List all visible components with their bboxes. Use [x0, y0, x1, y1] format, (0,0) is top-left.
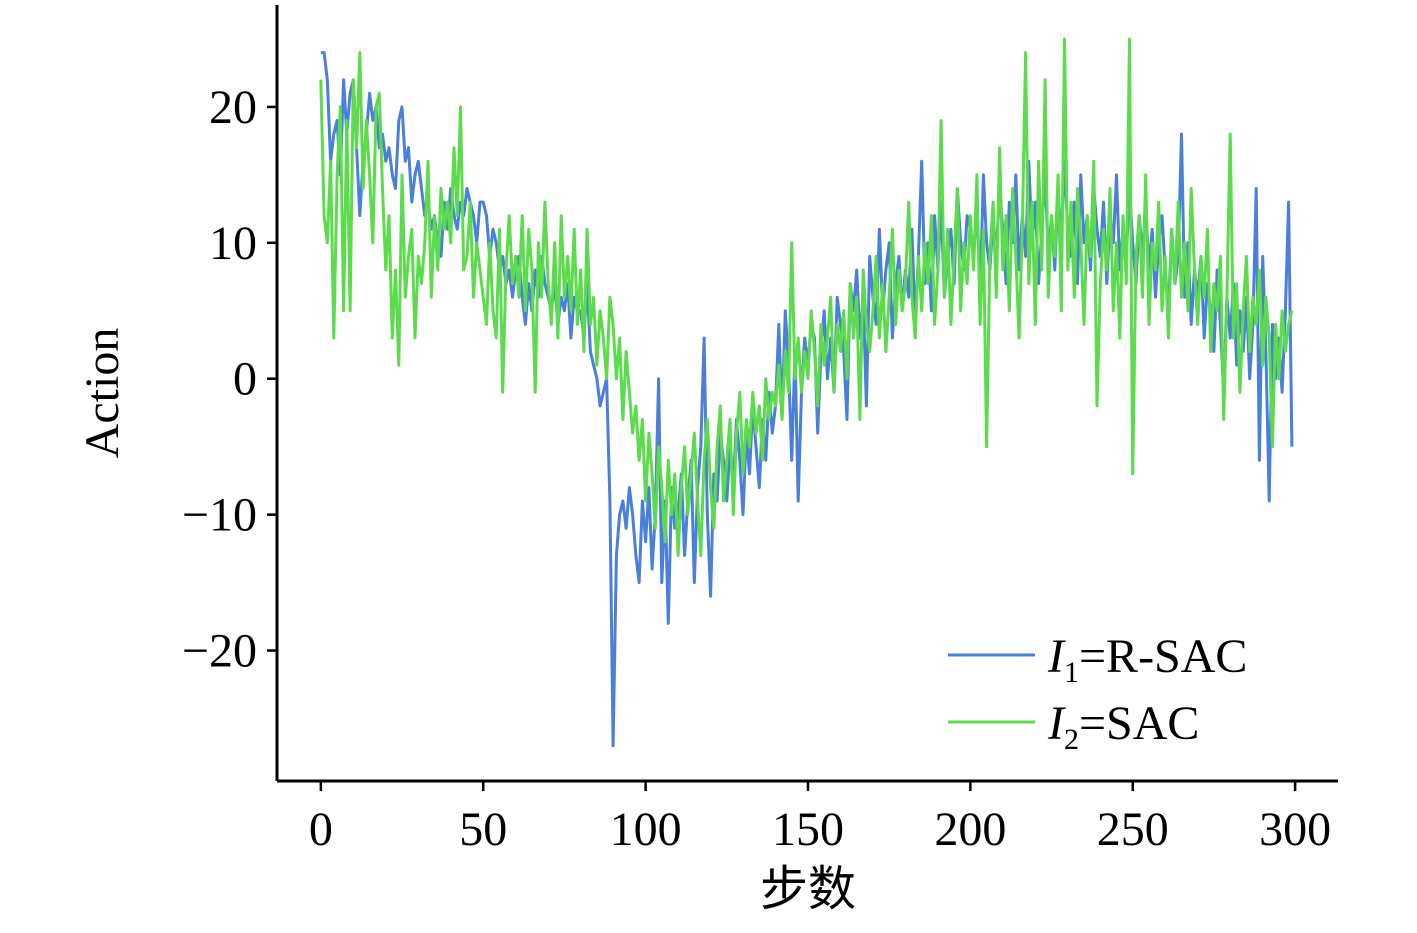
y-tick-label: −20	[182, 625, 257, 678]
legend-label: I2=SAC	[1047, 697, 1199, 756]
x-tick-label: 200	[934, 803, 1006, 856]
y-tick-label: 20	[209, 81, 257, 134]
x-tick-label: 300	[1259, 803, 1331, 856]
legend-label: I1=R-SAC	[1047, 630, 1247, 689]
y-tick-label: 0	[233, 353, 257, 406]
x-axis-label: 步数	[760, 863, 856, 916]
x-tick-label: 250	[1097, 803, 1169, 856]
y-tick-label: 10	[209, 217, 257, 270]
y-axis-label: Action	[76, 328, 129, 459]
x-tick-label: 150	[772, 803, 844, 856]
x-tick-label: 50	[459, 803, 507, 856]
y-tick-label: −10	[182, 489, 257, 542]
x-tick-label: 100	[610, 803, 682, 856]
x-tick-label: 0	[309, 803, 333, 856]
series-line	[319, 37, 1294, 557]
